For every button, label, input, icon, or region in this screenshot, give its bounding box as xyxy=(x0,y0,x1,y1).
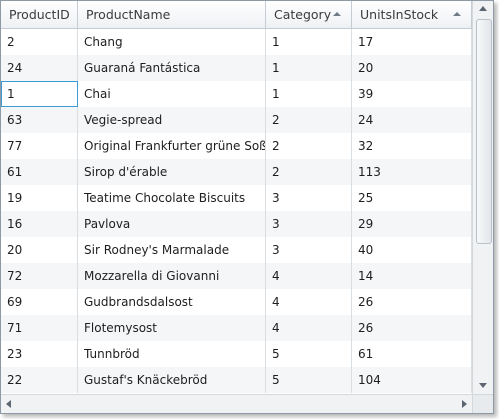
column-header-category[interactable]: Category xyxy=(266,1,352,28)
cell-productid[interactable]: 71 xyxy=(1,315,78,341)
table-row[interactable]: 1 Chai 1 39 xyxy=(1,81,472,107)
cell-unitsinstock[interactable]: 17 xyxy=(352,29,472,55)
cell-productname[interactable]: Gudbrandsdalsost xyxy=(78,289,266,315)
cell-category[interactable]: 1 xyxy=(266,81,352,107)
scrollbar-corner xyxy=(472,394,493,413)
cell-productid[interactable]: 24 xyxy=(1,55,78,81)
horizontal-scrollbar[interactable] xyxy=(1,394,472,413)
cell-productname[interactable]: Chai xyxy=(78,81,266,107)
column-header-label: ProductName xyxy=(86,7,171,22)
cell-unitsinstock[interactable]: 113 xyxy=(352,159,472,185)
table-row[interactable]: 22 Gustaf's Knäckebröd 5 104 xyxy=(1,367,472,393)
column-header-label: Category xyxy=(274,7,332,22)
cell-productname[interactable]: Chang xyxy=(78,29,266,55)
table-row[interactable]: 69 Gudbrandsdalsost 4 26 xyxy=(1,289,472,315)
cell-productid[interactable]: 69 xyxy=(1,289,78,315)
sort-ascending-icon xyxy=(453,12,461,16)
table-row[interactable]: 20 Sir Rodney's Marmalade 3 40 xyxy=(1,237,472,263)
cell-category[interactable]: 3 xyxy=(266,211,352,237)
arrow-left-icon[interactable] xyxy=(6,400,11,408)
cell-productid[interactable]: 16 xyxy=(1,211,78,237)
cell-category[interactable]: 3 xyxy=(266,237,352,263)
cell-category[interactable]: 1 xyxy=(266,55,352,81)
table-row[interactable]: 61 Sirop d'érable 2 113 xyxy=(1,159,472,185)
column-header-label: ProductID xyxy=(9,7,70,22)
column-header-unitsinstock[interactable]: UnitsInStock xyxy=(352,1,472,28)
cell-unitsinstock[interactable]: 25 xyxy=(352,185,472,211)
cell-productname[interactable]: Original Frankfurter grüne Soße xyxy=(78,133,266,159)
cell-unitsinstock[interactable]: 26 xyxy=(352,289,472,315)
table-row[interactable]: 71 Flotemysost 4 26 xyxy=(1,315,472,341)
cell-productname[interactable]: Sir Rodney's Marmalade xyxy=(78,237,266,263)
grid-body: 2 Chang 1 17 24 Guaraná Fantástica 1 20 1 Chai 1 39… xyxy=(1,29,472,394)
cell-productid[interactable]: 22 xyxy=(1,367,78,393)
table-row[interactable]: 63 Vegie-spread 2 24 xyxy=(1,107,472,133)
cell-productid[interactable]: 61 xyxy=(1,159,78,185)
cell-category[interactable]: 5 xyxy=(266,367,352,393)
cell-productname[interactable]: Sirop d'érable xyxy=(78,159,266,185)
cell-category[interactable]: 2 xyxy=(266,133,352,159)
cell-productname[interactable]: Guaraná Fantástica xyxy=(78,55,266,81)
cell-unitsinstock[interactable]: 39 xyxy=(352,81,472,107)
column-header-label: UnitsInStock xyxy=(360,7,439,22)
table-row[interactable]: 2 Chang 1 17 xyxy=(1,29,472,55)
cell-unitsinstock[interactable]: 61 xyxy=(352,341,472,367)
cell-productid[interactable]: 19 xyxy=(1,185,78,211)
cell-productid[interactable]: 20 xyxy=(1,237,78,263)
cell-productname[interactable]: Pavlova xyxy=(78,211,266,237)
cell-category[interactable]: 5 xyxy=(266,341,352,367)
cell-productname[interactable]: Tunnbröd xyxy=(78,341,266,367)
vertical-scrollbar[interactable] xyxy=(472,1,493,394)
cell-category[interactable]: 4 xyxy=(266,289,352,315)
cell-category[interactable]: 1 xyxy=(266,29,352,55)
column-header-productname[interactable]: ProductName xyxy=(78,1,266,28)
cell-productid[interactable]: 1 xyxy=(1,81,78,107)
cell-category[interactable]: 3 xyxy=(266,185,352,211)
cell-productid[interactable]: 63 xyxy=(1,107,78,133)
sort-ascending-icon xyxy=(333,12,341,16)
table-row[interactable]: 24 Guaraná Fantástica 1 20 xyxy=(1,55,472,81)
cell-unitsinstock[interactable]: 24 xyxy=(352,107,472,133)
cell-category[interactable]: 2 xyxy=(266,159,352,185)
table-row[interactable]: 72 Mozzarella di Giovanni 4 14 xyxy=(1,263,472,289)
arrow-up-icon[interactable] xyxy=(479,6,487,11)
column-header-productid[interactable]: ProductID xyxy=(1,1,78,28)
cell-productid[interactable]: 23 xyxy=(1,341,78,367)
cell-productname[interactable]: Teatime Chocolate Biscuits xyxy=(78,185,266,211)
table-row[interactable]: 77 Original Frankfurter grüne Soße 2 32 xyxy=(1,133,472,159)
cell-productname[interactable]: Vegie-spread xyxy=(78,107,266,133)
arrow-right-icon[interactable] xyxy=(462,400,467,408)
cell-category[interactable]: 4 xyxy=(266,263,352,289)
cell-productname[interactable]: Flotemysost xyxy=(78,315,266,341)
table-row[interactable]: 23 Tunnbröd 5 61 xyxy=(1,341,472,367)
cell-productid[interactable]: 2 xyxy=(1,29,78,55)
cell-unitsinstock[interactable]: 40 xyxy=(352,237,472,263)
cell-unitsinstock[interactable]: 32 xyxy=(352,133,472,159)
table-row[interactable]: 19 Teatime Chocolate Biscuits 3 25 xyxy=(1,185,472,211)
grid-header: ProductID ProductName Category UnitsInSt… xyxy=(1,1,472,29)
cell-productname[interactable]: Mozzarella di Giovanni xyxy=(78,263,266,289)
cell-category[interactable]: 2 xyxy=(266,107,352,133)
products-data-grid[interactable]: ProductID ProductName Category UnitsInSt… xyxy=(0,0,494,414)
cell-unitsinstock[interactable]: 26 xyxy=(352,315,472,341)
cell-category[interactable]: 4 xyxy=(266,315,352,341)
cell-unitsinstock[interactable]: 29 xyxy=(352,211,472,237)
cell-unitsinstock[interactable]: 104 xyxy=(352,367,472,393)
vertical-scroll-thumb[interactable] xyxy=(476,19,492,244)
table-row[interactable]: 16 Pavlova 3 29 xyxy=(1,211,472,237)
cell-productid[interactable]: 77 xyxy=(1,133,78,159)
cell-unitsinstock[interactable]: 14 xyxy=(352,263,472,289)
cell-productname[interactable]: Gustaf's Knäckebröd xyxy=(78,367,266,393)
arrow-down-icon[interactable] xyxy=(479,383,487,388)
cell-unitsinstock[interactable]: 20 xyxy=(352,55,472,81)
cell-productid[interactable]: 72 xyxy=(1,263,78,289)
